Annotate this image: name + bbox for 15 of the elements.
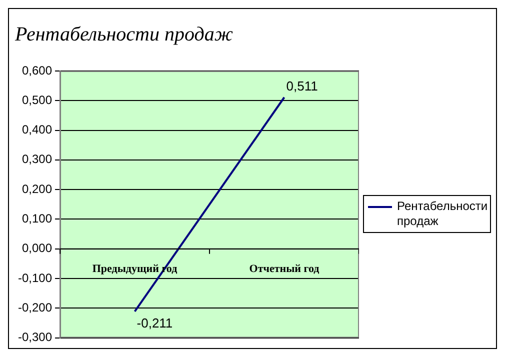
- y-tick-label: 0,600: [22, 63, 52, 78]
- y-tick-label: -0,300: [18, 330, 52, 344]
- x-tick-label: Отчетный год: [249, 263, 320, 276]
- chart-title: Рентабельности продаж: [14, 23, 234, 46]
- y-tick-label: -0,200: [18, 300, 52, 314]
- legend-label: Рентабельности продаж: [397, 199, 488, 229]
- y-tick-label: -0,100: [18, 270, 52, 285]
- y-tick-label: 0,000: [22, 241, 52, 256]
- y-tick-label: 0,400: [22, 122, 52, 137]
- data-label: -0,211: [136, 315, 173, 330]
- y-tick-label: 0,500: [22, 92, 52, 107]
- y-tick-label: 0,300: [22, 152, 52, 166]
- y-tick-label: 0,200: [22, 182, 52, 196]
- y-tick-label: 0,100: [22, 212, 52, 226]
- data-label: 0,511: [286, 78, 318, 94]
